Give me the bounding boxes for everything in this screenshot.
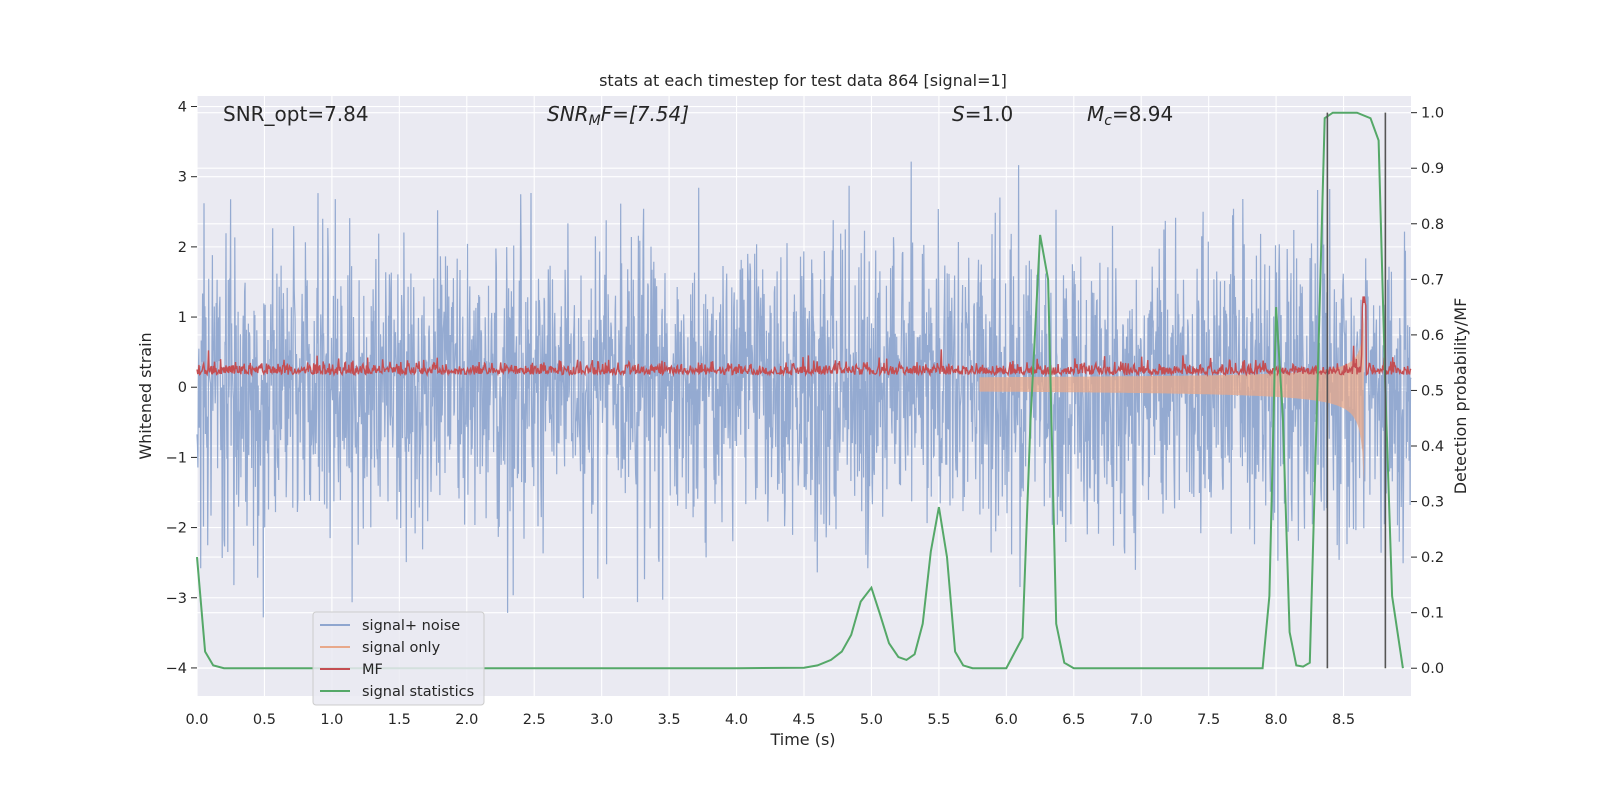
- x-axis-ticks: 0.0 0.5 1.0 1.5 2.0 2.5 3.0 3.5 4.0 4.5 5.0 5.5 6.0 6…: [185, 712, 1355, 728]
- x-tick-label: 6.0: [995, 712, 1018, 728]
- legend-label-signal-statistics: signal statistics: [362, 684, 474, 700]
- y-axis-label: Whitened strain: [136, 332, 155, 459]
- annotation-s: S=1.0: [952, 102, 1013, 126]
- mf-trace: [196, 296, 1412, 378]
- annotation-snr-opt: SNR_opt=7.84: [223, 102, 369, 126]
- annotation-snr-mf-rest: F=[7.54]: [601, 102, 689, 126]
- annotation-mc: Mc=8.94: [1087, 102, 1173, 129]
- x-tick-label: 2.5: [523, 712, 546, 728]
- chart-title: stats at each timestep for test data 864…: [599, 71, 1007, 90]
- x-tick-label: 8.0: [1265, 712, 1288, 728]
- right-y-tick-label: 0.1: [1421, 606, 1444, 622]
- right-y-tick-label: 0.6: [1421, 328, 1444, 344]
- x-tick-label: 4.5: [792, 712, 815, 728]
- y-tick-label: −4: [166, 661, 187, 677]
- x-tick-label: 7.5: [1197, 712, 1220, 728]
- y-tick-label: 0: [178, 380, 187, 396]
- x-tick-label: 1.5: [388, 712, 411, 728]
- y-tick-label: −1: [166, 450, 187, 466]
- x-tick-label: 8.5: [1332, 712, 1355, 728]
- x-tick-label: 7.0: [1130, 712, 1153, 728]
- annotation-s-rest: =1.0: [965, 102, 1014, 126]
- series-mf: [196, 296, 1412, 378]
- y-tick-label: 4: [178, 100, 187, 116]
- y-tick-label: −2: [166, 521, 187, 537]
- series-signal-statistics: [196, 111, 1404, 670]
- annotation-snr-mf: SNRMF=[7.54]: [547, 102, 689, 129]
- x-axis-label: Time (s): [769, 730, 835, 749]
- legend-box: [312, 611, 485, 706]
- y-tick-label: −3: [166, 591, 187, 607]
- y-tick-label: 2: [178, 240, 187, 256]
- y-tick-label: 3: [178, 170, 187, 186]
- y-tick-label: 1: [178, 310, 187, 326]
- annotation-snr-mf-sub: M: [589, 113, 601, 129]
- right-y-tick-label: 0.7: [1421, 272, 1444, 288]
- annotation-s-main: S: [952, 102, 965, 126]
- right-y-tick-label: 0.0: [1421, 661, 1444, 677]
- right-y-axis-label: Detection probability/MF: [1451, 298, 1470, 495]
- legend-label-mf: MF: [362, 662, 383, 678]
- x-tick-label: 2.0: [455, 712, 478, 728]
- right-y-tick-label: 0.5: [1421, 383, 1444, 399]
- signal-statistics-line: [196, 111, 1404, 670]
- annotation-mc-sub: c: [1104, 113, 1112, 129]
- annotation-mc-rest: =8.94: [1112, 102, 1173, 126]
- annotation-mc-main: M: [1087, 102, 1104, 126]
- right-y-tick-label: 1.0: [1421, 106, 1444, 122]
- right-y-tick-label: 0.8: [1421, 217, 1444, 233]
- x-tick-label: 0.5: [253, 712, 276, 728]
- y-axis-ticks: 4 3 2 1 0 −1 −2 −3 −4: [166, 100, 197, 677]
- x-tick-label: 3.5: [658, 712, 681, 728]
- right-y-tick-label: 0.2: [1421, 550, 1444, 566]
- x-tick-label: 3.0: [590, 712, 613, 728]
- right-y-tick-label: 0.9: [1421, 161, 1444, 177]
- right-y-axis-ticks: 1.0 0.9 0.8 0.7 0.6 0.5 0.4 0.3 0.2 0.1 0.0: [1411, 106, 1444, 677]
- right-y-tick-label: 0.3: [1421, 495, 1444, 511]
- x-tick-label: 5.5: [927, 712, 950, 728]
- x-tick-label: 4.0: [725, 712, 748, 728]
- x-tick-label: 5.0: [860, 712, 883, 728]
- legend-label-signal-only: signal only: [362, 640, 441, 656]
- annotation-snr-mf-main: SNR: [547, 102, 589, 126]
- legend-label-signal-noise: signal+ noise: [362, 618, 460, 634]
- vertical-markers: [1326, 112, 1387, 669]
- x-tick-label: 6.5: [1062, 712, 1085, 728]
- legend: signal+ noise signal only MF signal stat…: [312, 611, 485, 706]
- right-y-tick-label: 0.4: [1421, 439, 1444, 455]
- x-tick-label: 0.0: [185, 712, 208, 728]
- x-tick-label: 1.0: [320, 712, 343, 728]
